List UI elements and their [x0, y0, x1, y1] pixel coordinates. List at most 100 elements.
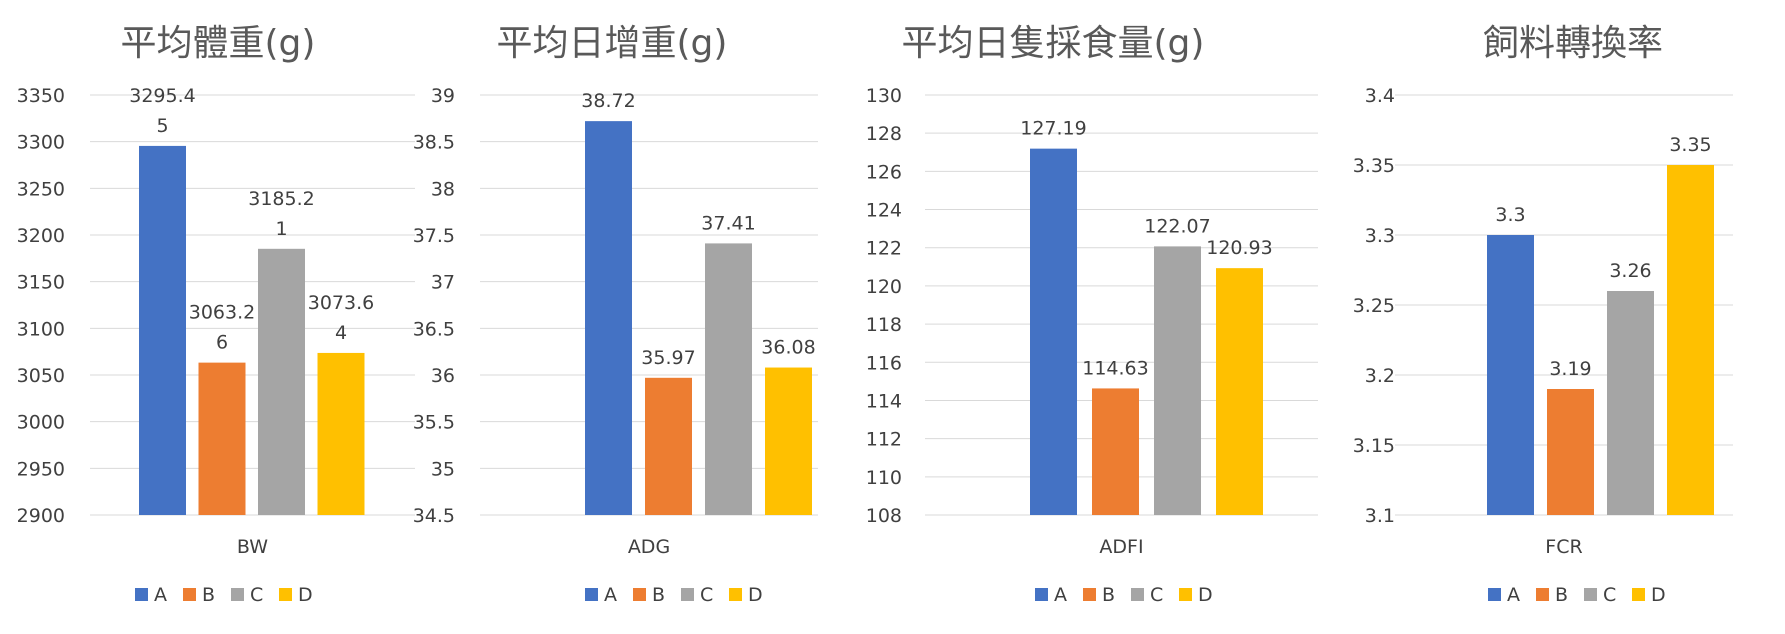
bar-a — [1487, 235, 1534, 515]
x-category-label: ADG — [628, 536, 670, 558]
legend-label: A — [154, 584, 167, 606]
legend-label: B — [1555, 584, 1568, 606]
data-label: 3.35 — [1669, 134, 1711, 156]
bar-a — [1030, 148, 1077, 516]
legend-swatch-c — [1584, 588, 1597, 601]
y-tick-label: 120 — [866, 276, 902, 298]
chart-panel-bw: 平均體重(g) 2900 2950 3000 3050 3100 3150 3200 3250 3… — [17, 23, 415, 606]
y-tick-label: 3100 — [17, 318, 65, 340]
y-tick-label: 3350 — [17, 85, 65, 107]
legend-swatch-d — [279, 588, 292, 601]
y-tick-label: 3.25 — [1353, 295, 1395, 317]
y-tick-label: 108 — [866, 505, 902, 527]
legend-swatch-b — [633, 588, 646, 601]
data-label: 5 — [156, 115, 168, 137]
bar-b — [645, 377, 692, 515]
bar-b — [198, 362, 246, 515]
legend-swatch-b — [1536, 588, 1549, 601]
data-label: 3063.2 — [189, 302, 255, 324]
data-label: 3073.6 — [308, 292, 374, 314]
bar-d — [1667, 165, 1714, 515]
legend-label: B — [1102, 584, 1115, 606]
legend-swatch-a — [135, 588, 148, 601]
bar-d — [765, 367, 812, 515]
x-category-label: BW — [237, 536, 268, 558]
data-label: 3.26 — [1609, 260, 1651, 282]
legend-swatch-a — [1035, 588, 1048, 601]
bar-d — [1216, 268, 1263, 515]
chart-title: 飼料轉換率 — [1483, 23, 1663, 64]
legend-swatch-b — [183, 588, 196, 601]
data-label: 37.41 — [701, 212, 755, 234]
data-label: 3185.2 — [248, 188, 314, 210]
chart-panel-adfi: 平均日隻採食量(g) 108 110 112 114 116 118 120 122 124 126… — [866, 23, 1318, 606]
y-tick-label: 37 — [431, 272, 455, 294]
legend-swatch-c — [681, 588, 694, 601]
legend-label: C — [1603, 584, 1616, 606]
legend-swatch-d — [1632, 588, 1645, 601]
y-tick-label: 39 — [431, 85, 455, 107]
legend-label: D — [298, 584, 313, 606]
y-tick-label: 124 — [866, 200, 902, 222]
legend-swatch-a — [1488, 588, 1501, 601]
bar-c — [1607, 291, 1654, 515]
data-label: 120.93 — [1206, 237, 1272, 259]
data-label: 114.63 — [1082, 357, 1148, 379]
y-tick-label: 3150 — [17, 272, 65, 294]
bar-a — [585, 121, 632, 515]
data-label: 6 — [216, 332, 228, 354]
bar-c — [258, 248, 305, 515]
y-tick-label: 3250 — [17, 178, 65, 200]
y-tick-label: 122 — [866, 238, 902, 260]
legend-label: C — [1150, 584, 1163, 606]
y-tick-label: 130 — [866, 85, 902, 107]
data-label: 3.3 — [1495, 204, 1525, 226]
y-tick-label: 3.4 — [1365, 85, 1395, 107]
y-tick-label: 36 — [431, 365, 455, 387]
y-tick-label: 2950 — [17, 458, 65, 480]
data-label: 127.19 — [1020, 118, 1086, 140]
legend-label: D — [748, 584, 763, 606]
y-tick-label: 116 — [866, 352, 902, 374]
legend-swatch-c — [231, 588, 244, 601]
legend-swatch-c — [1131, 588, 1144, 601]
y-tick-label: 3.15 — [1353, 435, 1395, 457]
bar-b — [1092, 388, 1139, 515]
bar-d — [317, 352, 365, 515]
y-tick-label: 35.5 — [413, 412, 455, 434]
legend-label: A — [604, 584, 617, 606]
data-label: 35.97 — [641, 347, 695, 369]
legend-label: A — [1507, 584, 1520, 606]
chart-title: 平均體重(g) — [121, 23, 316, 64]
data-label: 38.72 — [581, 90, 635, 112]
x-category-label: ADFI — [1099, 536, 1143, 558]
y-tick-label: 110 — [866, 467, 902, 489]
legend-swatch-b — [1083, 588, 1096, 601]
data-label: 1 — [275, 218, 287, 240]
y-tick-label: 3.35 — [1353, 155, 1395, 177]
y-tick-label: 126 — [866, 161, 902, 183]
data-label: 3.19 — [1549, 358, 1591, 380]
y-tick-label: 128 — [866, 123, 902, 145]
y-tick-label: 36.5 — [413, 318, 455, 340]
data-label: 4 — [335, 322, 347, 344]
chart-panel-adg: 平均日增重(g) 34.5 35 35.5 36 36.5 37 37.5 38 38.5 39 38… — [413, 23, 818, 606]
data-label: 36.08 — [761, 337, 815, 359]
legend-label: C — [250, 584, 263, 606]
data-label: 122.07 — [1144, 215, 1210, 237]
y-tick-label: 3050 — [17, 365, 65, 387]
data-label: 3295.4 — [129, 85, 195, 107]
legend-label: D — [1198, 584, 1213, 606]
y-tick-label: 3.2 — [1365, 365, 1395, 387]
y-tick-label: 3000 — [17, 412, 65, 434]
y-tick-label: 118 — [866, 314, 902, 336]
chart-panel-fcr: 飼料轉換率 3.1 3.15 3.2 3.25 3.3 3.35 3.4 3.3 3.19 3.26… — [1353, 23, 1733, 606]
y-tick-label: 3.3 — [1365, 225, 1395, 247]
y-tick-label: 114 — [866, 390, 902, 412]
y-tick-label: 112 — [866, 429, 902, 451]
y-tick-label: 38 — [431, 178, 455, 200]
chart-title: 平均日增重(g) — [497, 23, 728, 64]
y-tick-label: 3300 — [17, 132, 65, 154]
